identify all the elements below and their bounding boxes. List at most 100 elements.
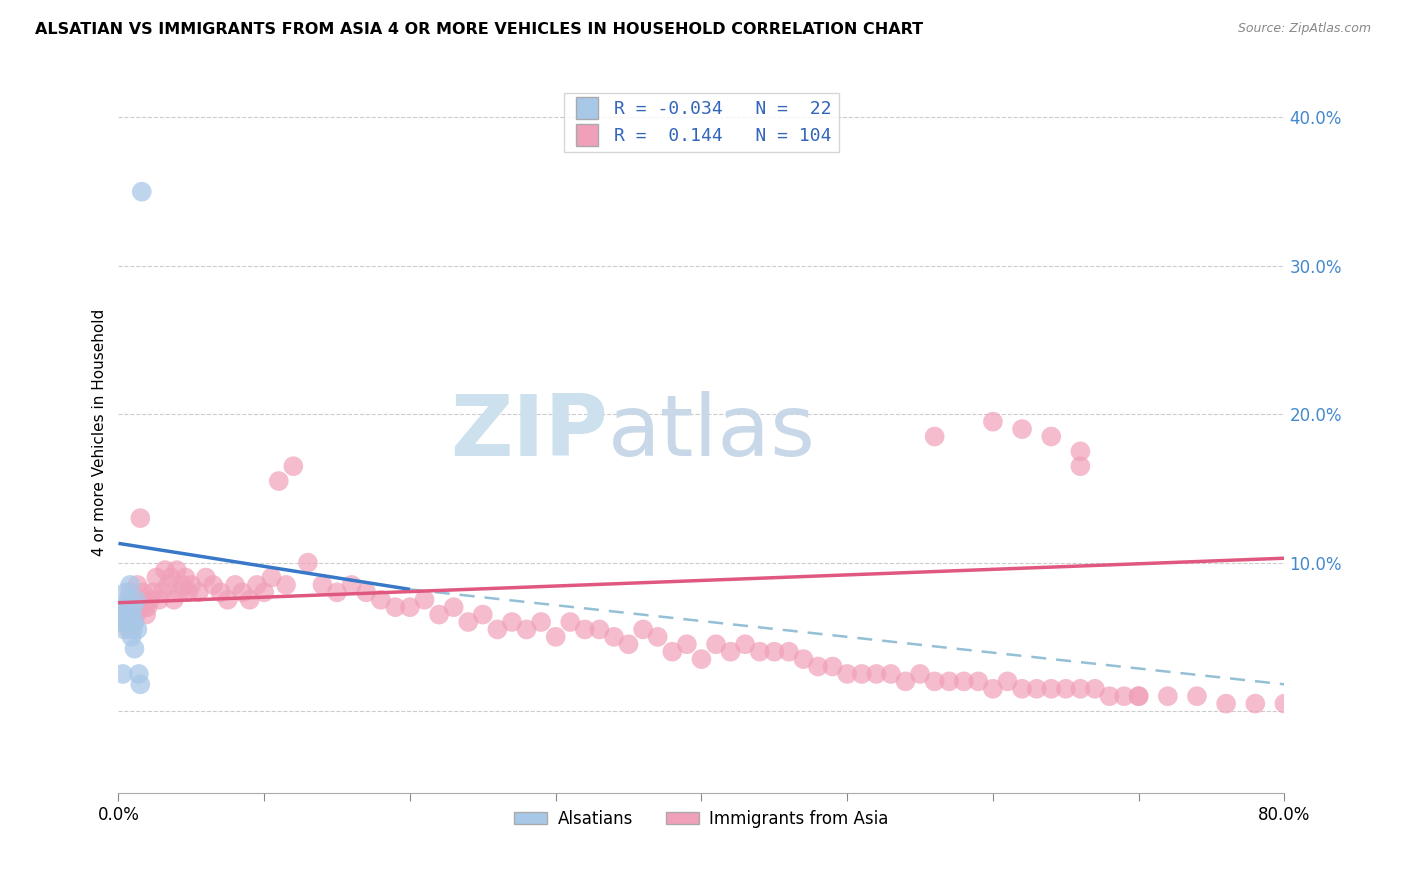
Point <box>120 578 142 592</box>
Point <box>340 578 363 592</box>
Point <box>384 600 406 615</box>
Point <box>1069 681 1091 696</box>
Point <box>124 615 146 629</box>
Point <box>127 578 149 592</box>
Point <box>209 585 232 599</box>
Point <box>399 600 422 615</box>
Point <box>131 592 153 607</box>
Point <box>720 645 742 659</box>
Point <box>112 600 135 615</box>
Point <box>647 630 669 644</box>
Point <box>501 615 523 629</box>
Point <box>851 667 873 681</box>
Text: ZIP: ZIP <box>450 392 609 475</box>
Point <box>274 578 297 592</box>
Point <box>202 578 225 592</box>
Point <box>778 645 800 659</box>
Point <box>865 667 887 681</box>
Point <box>1054 681 1077 696</box>
Point <box>1098 689 1121 703</box>
Point <box>224 578 246 592</box>
Point <box>117 623 139 637</box>
Point <box>560 615 582 629</box>
Point <box>588 623 610 637</box>
Point <box>1040 429 1063 443</box>
Point <box>187 585 209 599</box>
Point <box>997 674 1019 689</box>
Point <box>952 674 974 689</box>
Point <box>617 637 640 651</box>
Point <box>122 592 145 607</box>
Point <box>792 652 814 666</box>
Point <box>114 615 136 629</box>
Point <box>763 645 786 659</box>
Point <box>981 681 1004 696</box>
Point <box>908 667 931 681</box>
Point <box>110 615 132 629</box>
Point <box>837 667 859 681</box>
Point <box>1069 444 1091 458</box>
Point <box>246 578 269 592</box>
Point <box>177 585 200 599</box>
Point <box>354 585 377 599</box>
Point <box>169 585 191 599</box>
Point <box>163 592 186 607</box>
Point <box>1011 422 1033 436</box>
Point <box>125 607 148 622</box>
Point <box>924 429 946 443</box>
Legend: Alsatians, Immigrants from Asia: Alsatians, Immigrants from Asia <box>508 804 896 835</box>
Point <box>112 623 135 637</box>
Point <box>121 630 143 644</box>
Point <box>135 607 157 622</box>
Point <box>734 637 756 651</box>
Point <box>894 674 917 689</box>
Point <box>156 578 179 592</box>
Point <box>120 618 142 632</box>
Point <box>924 674 946 689</box>
Point <box>132 585 155 599</box>
Point <box>661 645 683 659</box>
Point <box>115 600 138 615</box>
Point <box>117 592 139 607</box>
Point <box>1215 697 1237 711</box>
Point <box>1025 681 1047 696</box>
Point <box>1040 681 1063 696</box>
Point <box>148 592 170 607</box>
Point <box>129 511 152 525</box>
Point <box>603 630 626 644</box>
Point <box>515 623 537 637</box>
Point <box>194 570 217 584</box>
Point <box>231 585 253 599</box>
Text: atlas: atlas <box>609 392 815 475</box>
Point <box>128 667 150 681</box>
Point <box>125 592 148 607</box>
Point <box>267 474 290 488</box>
Point <box>217 592 239 607</box>
Point <box>427 607 450 622</box>
Point <box>253 585 276 599</box>
Point <box>129 677 152 691</box>
Text: ALSATIAN VS IMMIGRANTS FROM ASIA 4 OR MORE VEHICLES IN HOUSEHOLD CORRELATION CHA: ALSATIAN VS IMMIGRANTS FROM ASIA 4 OR MO… <box>35 22 924 37</box>
Point <box>114 607 136 622</box>
Point <box>120 585 142 599</box>
Point <box>311 578 333 592</box>
Point <box>326 585 349 599</box>
Point <box>1069 459 1091 474</box>
Point <box>111 607 134 622</box>
Point <box>1244 697 1267 711</box>
Point <box>239 592 262 607</box>
Point <box>150 585 173 599</box>
Point <box>122 623 145 637</box>
Point <box>967 674 990 689</box>
Point <box>145 570 167 584</box>
Point <box>134 600 156 615</box>
Point <box>530 615 553 629</box>
Point <box>121 607 143 622</box>
Point <box>631 623 654 637</box>
Point <box>283 459 305 474</box>
Point <box>938 674 960 689</box>
Point <box>544 630 567 644</box>
Point <box>704 637 727 651</box>
Point <box>443 600 465 615</box>
Point <box>114 585 136 599</box>
